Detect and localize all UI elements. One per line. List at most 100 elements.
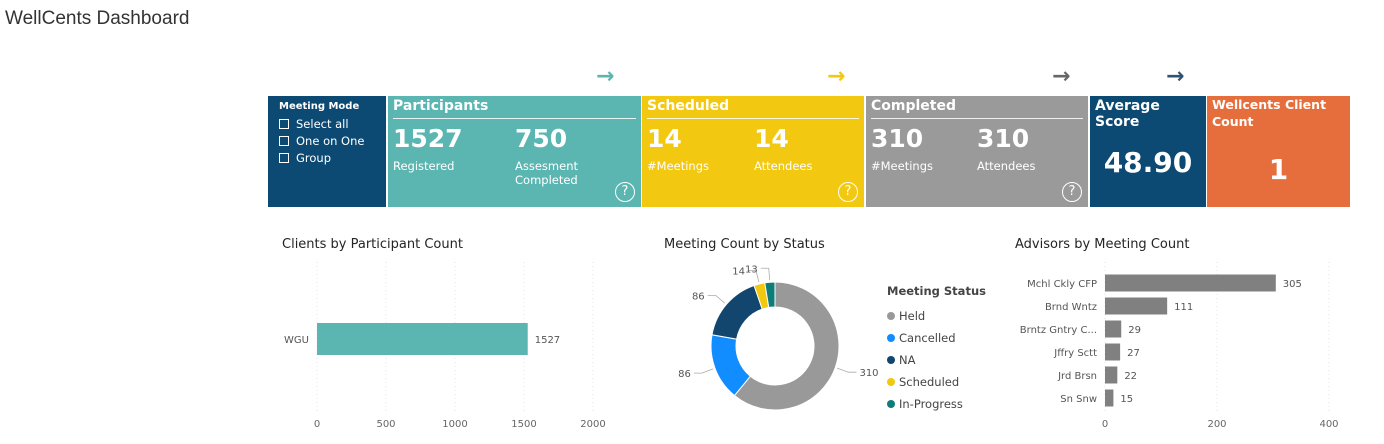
card-title: Wellcents Client Count [1212, 97, 1327, 129]
x-tick-label: 1000 [442, 419, 467, 430]
category-label: Brnd Wntz [1045, 302, 1097, 313]
completed-attendees-label: Attendees [977, 159, 1036, 173]
data-label: 15 [1120, 394, 1133, 405]
scheduled-meetings-value: 14 [647, 124, 682, 153]
data-label: 111 [1174, 302, 1193, 313]
assessment-completed-value: 750 [515, 124, 568, 153]
x-tick-label: 400 [1319, 419, 1338, 430]
average-score-card[interactable]: Average Score 48.90 [1090, 96, 1206, 207]
nav-arrow-completed-icon[interactable]: → [1052, 64, 1071, 89]
legend-dot-icon [887, 312, 895, 320]
legend-label: Held [899, 309, 926, 323]
scheduled-attendees-label: Attendees [754, 159, 813, 173]
x-tick-label: 0 [314, 419, 320, 430]
card-divider [647, 118, 859, 119]
bar [1105, 297, 1168, 315]
legend-label: Cancelled [899, 331, 956, 345]
x-tick-label: 200 [1207, 419, 1226, 430]
legend-item[interactable]: Cancelled [887, 327, 986, 349]
meeting-mode-option-one-on-one[interactable]: One on One [279, 134, 364, 148]
meeting-status-legend: Meeting Status Held Cancelled NA Scheduled I… [887, 284, 986, 415]
bar [317, 323, 528, 355]
legend-item[interactable]: Held [887, 305, 986, 327]
registered-value: 1527 [393, 124, 463, 153]
card-title: Scheduled [647, 98, 730, 114]
data-label: 310 [859, 368, 878, 379]
chart-title-clients: Clients by Participant Count [282, 237, 463, 252]
legend-label: NA [899, 353, 916, 367]
donut-slice [733, 281, 840, 411]
data-label: 13 [745, 264, 758, 275]
client-count-card[interactable]: Wellcents Client Count 1 [1207, 96, 1350, 207]
legend-label: In-Progress [899, 397, 963, 411]
data-label: 1527 [535, 335, 560, 346]
bar [1105, 320, 1122, 338]
scheduled-attendees-value: 14 [754, 124, 789, 153]
option-label: One on One [296, 134, 365, 148]
nav-arrow-average-icon[interactable]: → [1166, 64, 1185, 89]
client-count-value: 1 [1268, 153, 1289, 186]
completed-card[interactable]: Completed 310 #Meetings 310 Attendees ? [866, 96, 1088, 207]
x-tick-label: 1500 [511, 419, 536, 430]
chart-title-advisors: Advisors by Meeting Count [1015, 237, 1190, 252]
legend-item[interactable]: Scheduled [887, 371, 986, 393]
checkbox-icon[interactable] [279, 153, 289, 163]
bar [1105, 366, 1118, 384]
nav-arrow-participants-icon[interactable]: → [596, 64, 615, 89]
help-icon[interactable]: ? [615, 182, 635, 202]
scheduled-card[interactable]: Scheduled 14 #Meetings 14 Attendees ? [642, 96, 864, 207]
category-label: WGU [284, 335, 309, 346]
data-label: 22 [1124, 371, 1137, 382]
nav-arrow-scheduled-icon[interactable]: → [827, 64, 846, 89]
donut-slice [764, 281, 776, 309]
data-label: 27 [1127, 348, 1140, 359]
legend-dot-icon [887, 378, 895, 386]
scheduled-meetings-label: #Meetings [647, 159, 709, 173]
card-divider [871, 118, 1083, 119]
legend-item[interactable]: NA [887, 349, 986, 371]
bar [1105, 343, 1121, 361]
leader-line [747, 269, 760, 283]
option-label: Group [296, 151, 332, 165]
legend-dot-icon [887, 356, 895, 364]
category-label: Jrd Brsn [1057, 371, 1097, 382]
checkbox-icon[interactable] [279, 136, 289, 146]
meeting-mode-slicer: Meeting Mode Select all One on One Group [268, 96, 386, 207]
legend-title: Meeting Status [887, 284, 986, 298]
chart-title-meeting-status: Meeting Count by Status [664, 237, 825, 252]
meeting-mode-option-group[interactable]: Group [279, 151, 331, 165]
completed-meetings-value: 310 [871, 124, 924, 153]
meeting-mode-header: Meeting Mode [279, 101, 360, 112]
leader-line [707, 294, 726, 304]
completed-meetings-label: #Meetings [871, 159, 933, 173]
bar [1105, 389, 1114, 407]
page-title: WellCents Dashboard [5, 8, 190, 29]
category-label: Mchl Ckly CFP [1027, 279, 1097, 290]
legend-item[interactable]: In-Progress [887, 393, 986, 415]
data-label: 29 [1128, 325, 1141, 336]
meeting-mode-option-select-all[interactable]: Select all [279, 117, 349, 131]
assessment-completed-label: Assesment Completed [515, 159, 578, 187]
leader-line [837, 367, 857, 373]
help-icon[interactable]: ? [1062, 182, 1082, 202]
checkbox-icon[interactable] [279, 119, 289, 129]
option-label: Select all [296, 117, 349, 131]
help-icon[interactable]: ? [838, 182, 858, 202]
card-title: Completed [871, 98, 957, 114]
category-label: Jffry Sctt [1053, 348, 1097, 359]
registered-label: Registered [393, 159, 455, 173]
data-label: 305 [1283, 279, 1302, 290]
leader-line [693, 368, 714, 374]
x-tick-label: 0 [1102, 419, 1108, 430]
category-label: Sn Snw [1060, 394, 1097, 405]
category-label: Brntz Gntry C... [1020, 325, 1097, 336]
average-score-value: 48.90 [1103, 146, 1193, 179]
participants-card[interactable]: Participants 1527 Registered 750 Assesme… [388, 96, 641, 207]
bar [1105, 274, 1276, 292]
legend-dot-icon [887, 334, 895, 342]
data-label: 86 [678, 369, 691, 380]
x-tick-label: 2000 [580, 419, 605, 430]
leader-line [760, 267, 771, 281]
x-tick-label: 500 [376, 419, 395, 430]
